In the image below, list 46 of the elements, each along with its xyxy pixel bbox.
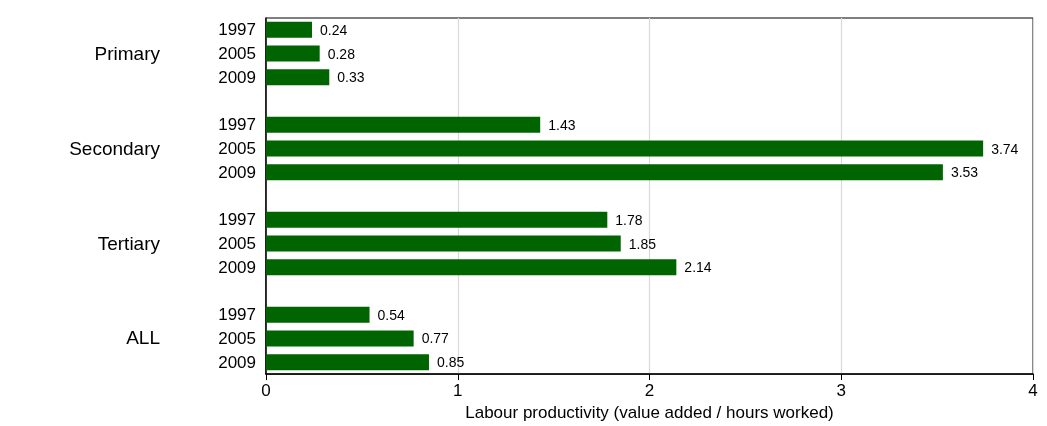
bar [266,211,608,228]
data-label: 0.85 [436,354,465,371]
y-tick-label: 2005 [218,328,256,348]
y-tick-label: 2009 [218,352,256,372]
y-tick-label: 2009 [218,257,256,277]
text: Tertiary [97,232,161,254]
x-tick-label: 4 [1028,381,1038,401]
y-tick-label: 2005 [218,44,256,64]
data-label: 1.78 [615,211,643,228]
text: ALL [126,327,160,349]
y-tick-label: 1997 [218,20,256,40]
data-label: 0.77 [421,330,450,347]
x-axis-title: Labour productivity (value added / hours worked) [465,403,834,422]
data-label: 3.53 [950,164,979,181]
bar [266,21,313,38]
data-label: 0.24 [320,21,348,38]
bar [266,116,541,133]
data-label: 0.33 [337,69,365,86]
bar [266,259,677,276]
x-tick-label: 2 [644,381,655,401]
x-tick-label: 0 [261,381,271,401]
data-label: 1.85 [628,235,657,252]
y-tick-label: 1997 [218,210,256,230]
bar [266,235,621,252]
y-tick-label: 1997 [218,305,256,325]
y-tick-label: 2005 [218,139,256,159]
data-label: 2.14 [684,259,712,276]
bar [266,140,984,157]
data-label: 0.28 [327,45,356,62]
x-tick-label: 3 [836,381,846,401]
bar [266,306,370,323]
y-tick-label: 2009 [218,162,256,182]
y-tick-label: 2005 [218,234,256,254]
data-label: 0.54 [377,306,406,323]
y-tick-label: 2009 [218,67,256,87]
data-label: 1.43 [548,116,576,133]
data-label: 3.74 [991,140,1019,157]
bar [266,69,330,86]
y-tick-label: 1997 [218,115,256,135]
bar [266,45,320,62]
bar [266,354,429,371]
bar [266,330,414,347]
text: Secondary [69,137,161,159]
x-tick-label: 1 [453,381,463,401]
bar [266,164,943,181]
text: Primary [94,42,161,64]
